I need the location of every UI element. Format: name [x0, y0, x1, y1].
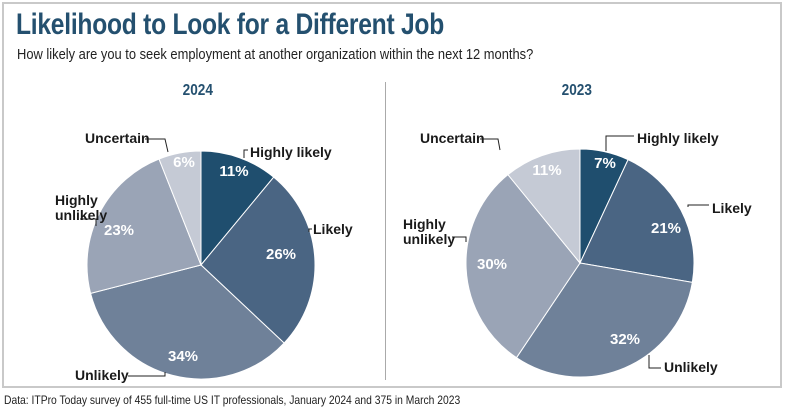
pie-2023-value-label-highly-unlikely: 30% — [477, 256, 507, 273]
pie-2023-category-label-likely: Likely — [712, 200, 752, 216]
pie-2023-category-label-uncertain: Uncertain — [420, 130, 485, 146]
pie-2023-slice-likely — [579, 158, 695, 283]
pie-2024-slice-uncertain — [158, 150, 202, 266]
pie-2023-leader-line-highly-unlikely — [452, 236, 467, 242]
pie-2024-leader-line-unlikely — [128, 372, 166, 377]
pie-2023-slice-uncertain — [507, 148, 581, 265]
pie-2024-slice-highly-likely — [200, 150, 275, 267]
pie-2023-leader-line-unlikely — [648, 355, 661, 369]
pie-2023-slice-highly-unlikely — [465, 173, 581, 359]
pie-2023-leader-line-likely — [687, 204, 709, 207]
pie-2024-value-label-highly-likely: 11% — [219, 163, 248, 180]
pie-2024-slice-unlikely — [89, 264, 285, 380]
chart-title: Likelihood to Look for a Different Job — [16, 8, 444, 41]
chart-frame — [2, 2, 782, 388]
pie-2023-category-label-highly-likely: Highly likely — [637, 130, 719, 146]
pie-2024-value-label-likely: 26% — [266, 246, 296, 263]
pie-2024-category-label-likely: Likely — [313, 221, 353, 237]
pie-2024-category-label-highly-likely: Highly likely — [250, 144, 332, 160]
pie-2023-category-label-unlikely: Unlikely — [664, 359, 718, 375]
pie-2023-leader-line-uncertain — [480, 138, 501, 151]
pie-2024-category-label-unlikely: Unlikely — [75, 367, 129, 383]
pie-2023-category-label-highly-unlikely: Highly unlikely — [403, 216, 455, 247]
source-note: Data: ITPro Today survey of 455 full-tim… — [4, 393, 461, 407]
pie-2023-slice-unlikely — [515, 262, 693, 378]
pie-2024-leader-line-highly-unlikely — [80, 218, 97, 226]
pie-2024-value-label-uncertain: 6% — [173, 154, 195, 171]
pie-2024-slice-highly-unlikely — [86, 158, 202, 294]
pie-2023-title: 2023 — [561, 82, 592, 99]
pie-2024-value-label-unlikely: 34% — [168, 348, 198, 365]
pie-2023-value-label-uncertain: 11% — [532, 162, 561, 179]
pie-2024-leader-line-likely — [308, 228, 312, 232]
pie-2024-category-label-highly-unlikely: Highly unlikely — [55, 192, 107, 223]
pie-2024-value-label-highly-unlikely: 23% — [104, 222, 134, 239]
pie-2024-title: 2024 — [182, 82, 213, 99]
pie-2024-category-label-uncertain: Uncertain — [85, 130, 150, 146]
pie-2024-slice-likely — [200, 176, 316, 344]
pie-2024-leader-line-uncertain — [145, 138, 169, 153]
divider — [385, 82, 386, 380]
pie-2023-value-label-unlikely: 32% — [610, 331, 640, 348]
pie-2023-value-label-highly-likely: 7% — [594, 155, 616, 172]
pie-2023-value-label-likely: 21% — [651, 220, 681, 237]
chart-subtitle: How likely are you to seek employment at… — [17, 46, 534, 63]
pie-2024-leader-line-highly-likely — [243, 149, 248, 158]
pie-2023-leader-line-highly-likely — [605, 135, 634, 151]
